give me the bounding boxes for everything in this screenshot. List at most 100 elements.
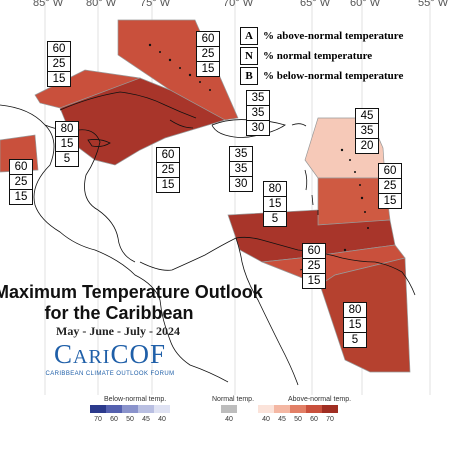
legend-text: % above-normal temperature <box>263 30 404 42</box>
colorbar-tick: 50 <box>294 416 302 423</box>
prob-below: 15 <box>14 191 28 203</box>
prob-normal: 35 <box>230 162 252 177</box>
prob-box-hispaniola-north: 35 35 30 <box>246 90 270 136</box>
prob-below: 15 <box>307 275 321 287</box>
prob-normal: 25 <box>157 163 179 178</box>
colorbar-below-cell <box>122 405 138 413</box>
prob-normal: 15 <box>56 137 78 152</box>
prob-normal: 35 <box>356 124 378 139</box>
colorbar-below-cell <box>138 405 154 413</box>
title-line-2: for the Caribbean <box>44 303 194 323</box>
prob-normal: 15 <box>344 318 366 333</box>
prob-box-caribbean-south: 80 15 5 <box>263 181 287 227</box>
prob-above: 45 <box>356 109 378 124</box>
prob-box-guianas: 80 15 5 <box>343 302 367 348</box>
prob-below: 5 <box>351 334 359 346</box>
prob-box-hispaniola-south: 35 35 30 <box>229 146 253 192</box>
lon-label-85w: 85° W <box>33 0 64 9</box>
legend-text: % normal temperature <box>263 50 373 62</box>
prob-above: 60 <box>157 148 179 163</box>
lon-label-55w: 55° W <box>418 0 449 9</box>
colorbar-tick: 60 <box>110 416 118 423</box>
probability-legend: A % above-normal temperature N % normal … <box>240 26 430 86</box>
prob-box-leeward-south: 60 25 15 <box>378 163 402 209</box>
prob-below: 5 <box>271 213 279 225</box>
lon-label-80w: 80° W <box>86 0 117 9</box>
prob-below: 30 <box>234 178 248 190</box>
prob-below: 15 <box>201 63 215 75</box>
legend-text: % below-normal temperature <box>263 70 404 82</box>
colorbar-tick: 50 <box>126 416 134 423</box>
colorbar-tick: 45 <box>142 416 150 423</box>
colorbar-tick: 40 <box>225 416 233 423</box>
legend-letter: N <box>240 47 258 65</box>
colorbar-above-cell <box>258 405 274 413</box>
colorbar-below-cell <box>154 405 170 413</box>
lon-label-60w: 60° W <box>350 0 381 9</box>
prob-above: 60 <box>10 160 32 175</box>
prob-above: 60 <box>197 32 219 47</box>
legend-row-above: A % above-normal temperature <box>240 26 430 46</box>
prob-normal: 25 <box>10 175 32 190</box>
colorbar-above-cell <box>306 405 322 413</box>
forecast-period: May - June - July - 2024 <box>56 324 180 338</box>
legend-row-below: B % below-normal temperature <box>240 66 430 86</box>
prob-normal: 15 <box>264 197 286 212</box>
logo-ari: ARI <box>73 346 111 368</box>
logo-subtitle: CARIBBEAN CLIMATE OUTLOOK FORUM <box>45 371 175 377</box>
legend-letter: B <box>240 67 258 85</box>
colorbar-tick: 60 <box>310 416 318 423</box>
colorbar-above-cell <box>290 405 306 413</box>
caricof-logo: CARICOF CARIBBEAN CLIMATE OUTLOOK FORUM <box>35 340 185 377</box>
prob-below: 15 <box>52 73 66 85</box>
legend-row-normal: N % normal temperature <box>240 46 430 66</box>
colorbar-tick: 70 <box>326 416 334 423</box>
colorbar-above-label: Above-normal temp. <box>288 396 352 403</box>
title-line-1: Maximum Temperature Outlook <box>0 282 263 302</box>
prob-above: 60 <box>48 42 70 57</box>
prob-above: 80 <box>344 303 366 318</box>
prob-below: 5 <box>63 153 71 165</box>
prob-above: 80 <box>264 182 286 197</box>
prob-below: 20 <box>360 140 374 152</box>
prob-normal: 25 <box>379 179 401 194</box>
colorbar-tick: 40 <box>158 416 166 423</box>
prob-above: 35 <box>230 147 252 162</box>
colorbar-above-cell <box>274 405 290 413</box>
prob-below: 30 <box>251 122 265 134</box>
lon-label-65w: 65° W <box>300 0 331 9</box>
colorbar-below-label: Below-normal temp. <box>104 396 167 403</box>
prob-normal: 25 <box>303 259 325 274</box>
logo-wordmark: CARICOF <box>35 340 185 371</box>
map-title: Maximum Temperature Outlook for the Cari… <box>0 282 263 324</box>
prob-above: 60 <box>303 244 325 259</box>
lon-label-70w: 70° W <box>223 0 254 9</box>
prob-normal: 35 <box>247 106 269 121</box>
islands <box>148 43 369 252</box>
prob-normal: 25 <box>48 57 70 72</box>
colorbar-tick: 70 <box>94 416 102 423</box>
prob-box-leeward-north: 45 35 20 <box>355 108 379 154</box>
prob-below: 15 <box>161 179 175 191</box>
colorbar-normal-label: Normal temp. <box>212 396 255 403</box>
colorbar-tick: 45 <box>278 416 286 423</box>
logo-c: C <box>54 339 74 369</box>
prob-box-cuba-west: 60 25 15 <box>47 41 71 87</box>
prob-box-bahamas: 60 25 15 <box>196 31 220 77</box>
colorbar-tick: 40 <box>262 416 270 423</box>
logo-cof: COF <box>110 339 166 369</box>
prob-box-far-west: 60 25 15 <box>9 159 33 205</box>
colorbar-above-cell <box>322 405 338 413</box>
colorbar-normal-cell <box>221 405 237 413</box>
prob-normal: 25 <box>197 47 219 62</box>
region-cuba-east <box>59 77 226 166</box>
prob-above: 35 <box>247 91 269 106</box>
prob-above: 60 <box>379 164 401 179</box>
colorbar-below-cell <box>106 405 122 413</box>
lon-label-75w: 75° W <box>140 0 171 9</box>
prob-box-windward: 60 25 15 <box>302 243 326 289</box>
colorbar-below-cell <box>90 405 106 413</box>
prob-box-jamaica: 60 25 15 <box>156 147 180 193</box>
prob-box-cuba-east: 80 15 5 <box>55 121 79 167</box>
prob-above: 80 <box>56 122 78 137</box>
